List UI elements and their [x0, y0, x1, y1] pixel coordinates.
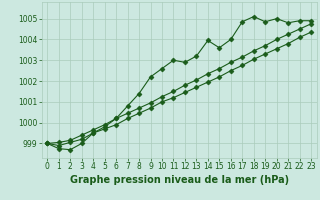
- X-axis label: Graphe pression niveau de la mer (hPa): Graphe pression niveau de la mer (hPa): [70, 175, 289, 185]
